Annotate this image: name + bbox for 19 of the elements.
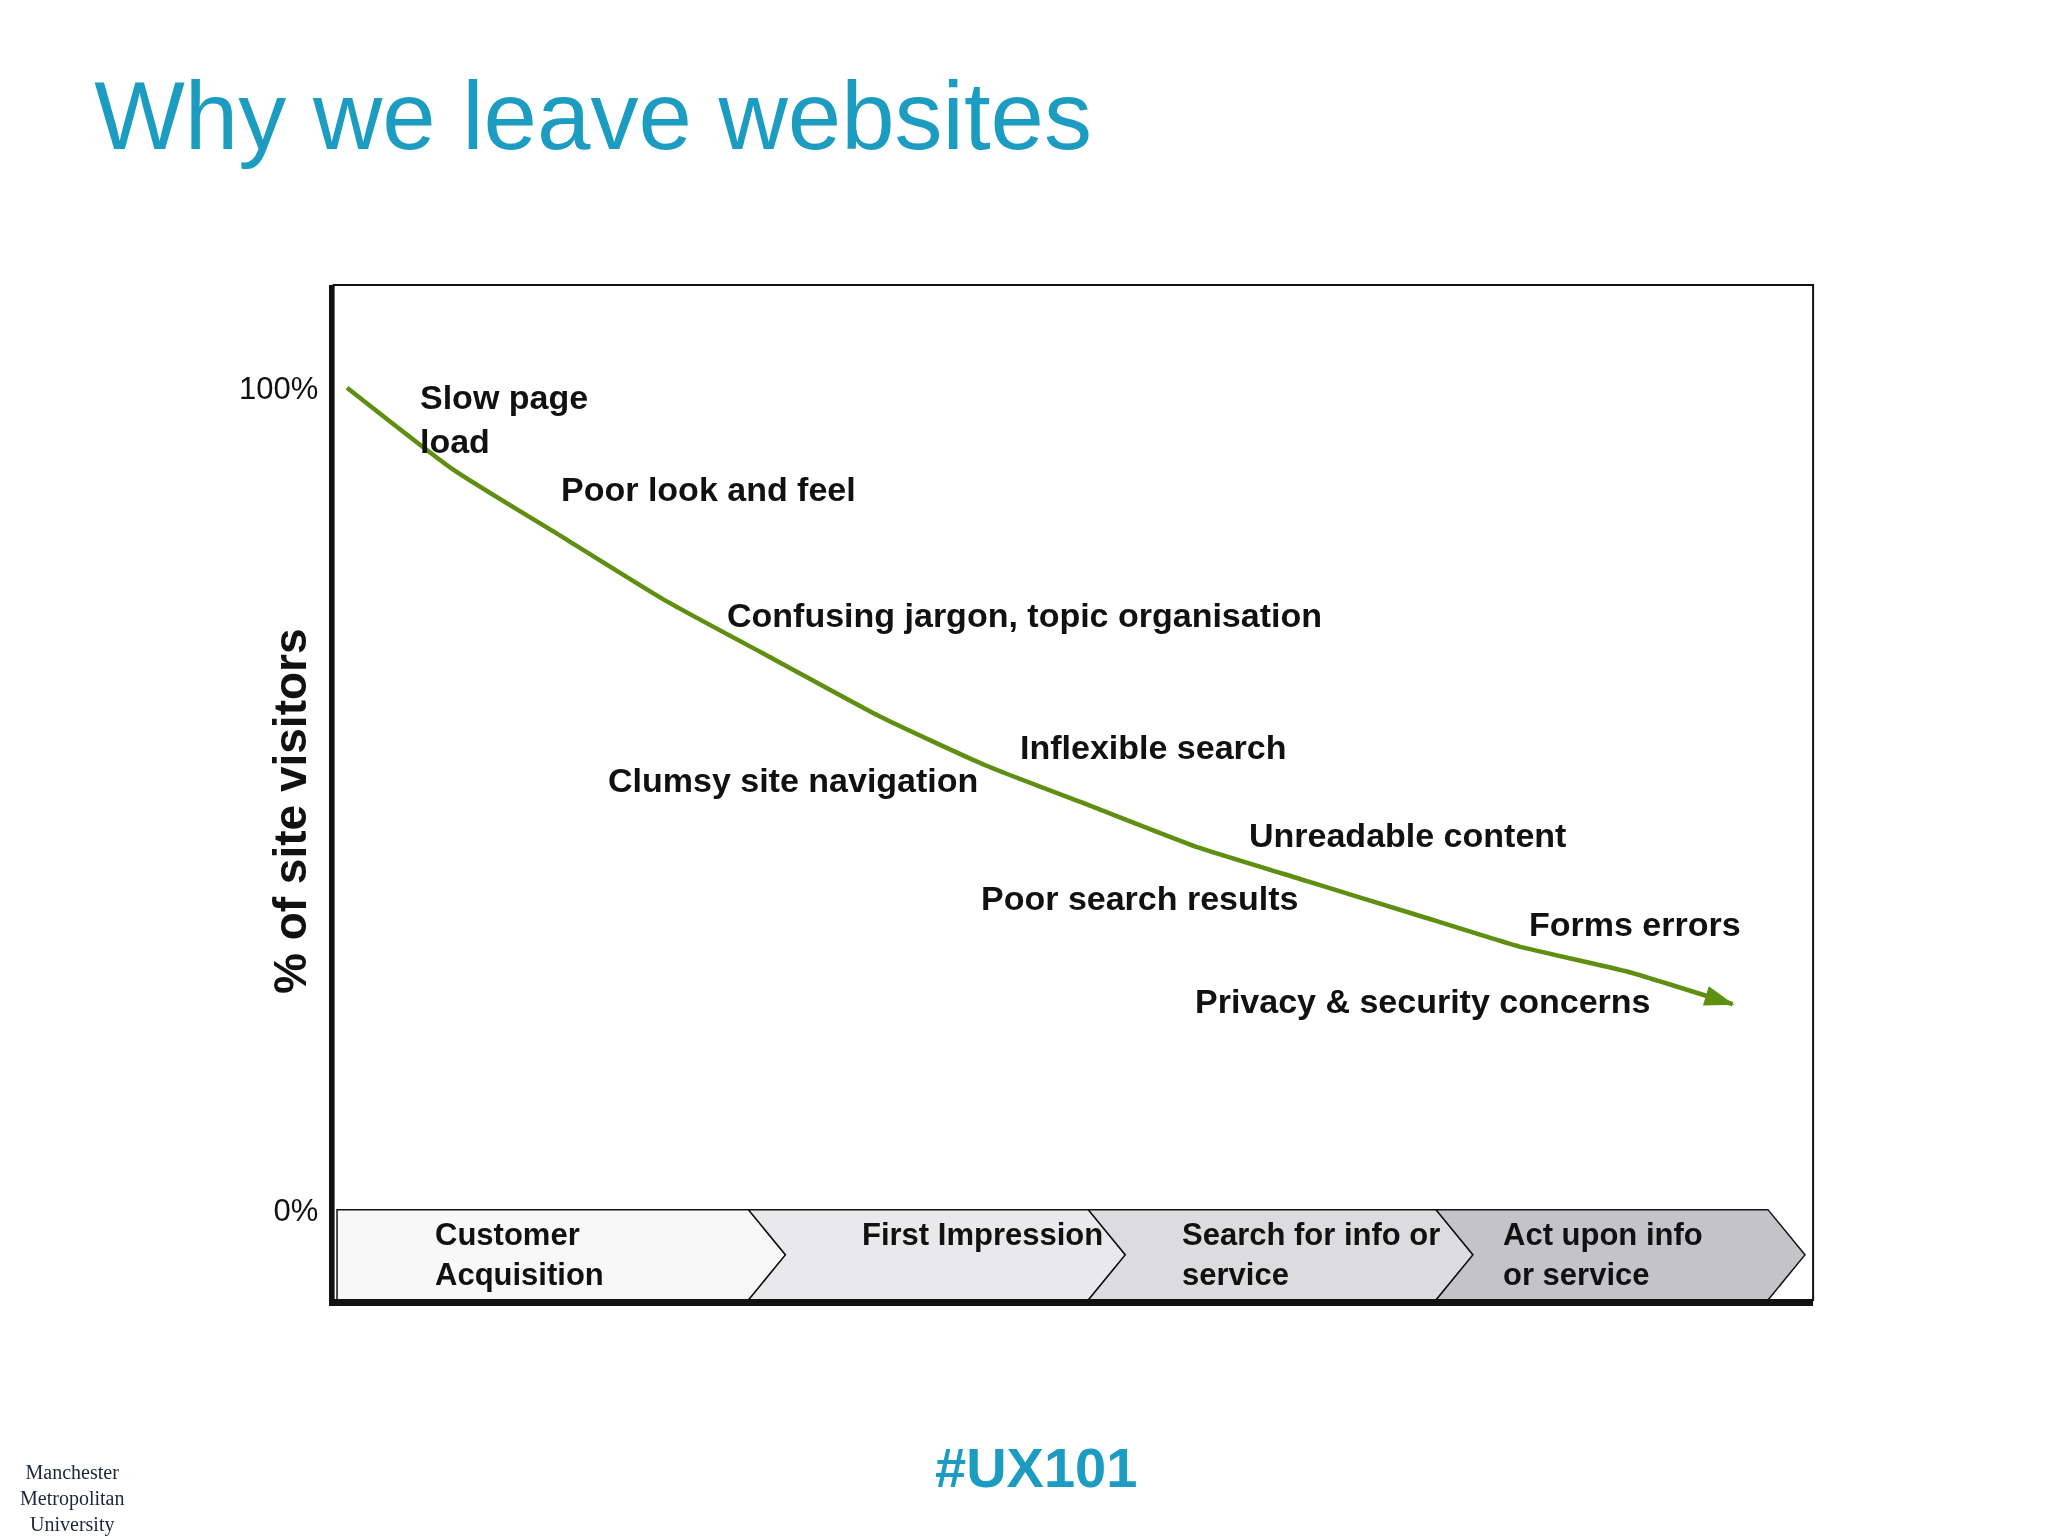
- text: #UX101: [935, 1436, 1138, 1499]
- annotation: Forms errors: [1529, 905, 1741, 943]
- y-tick-label: 0%: [273, 1192, 319, 1228]
- annotation: Search for info or service: [1182, 1217, 1441, 1293]
- annotation: Clumsy site navigation: [608, 761, 979, 799]
- annotation: Poor look and feel: [561, 470, 856, 508]
- annotation: Inflexible search: [1020, 728, 1287, 766]
- annotation: First Impression: [862, 1217, 1104, 1252]
- annotation: Privacy & security concerns: [1195, 982, 1651, 1020]
- y-tick-label: 100%: [239, 370, 319, 406]
- annotation: Customer Acquisition: [435, 1217, 604, 1293]
- chart-title: Why we leave websites: [94, 61, 1092, 169]
- annotation: Act upon info or service: [1503, 1217, 1703, 1293]
- y-axis-title: % of site visitors: [263, 628, 316, 994]
- annotation: Slow page load: [420, 378, 589, 461]
- annotation: Unreadable content: [1249, 816, 1567, 854]
- annotation: Poor search results: [981, 879, 1299, 917]
- text: Manchester Metropolitan University: [20, 1461, 125, 1536]
- annotation: Confusing jargon, topic organisation: [727, 596, 1322, 634]
